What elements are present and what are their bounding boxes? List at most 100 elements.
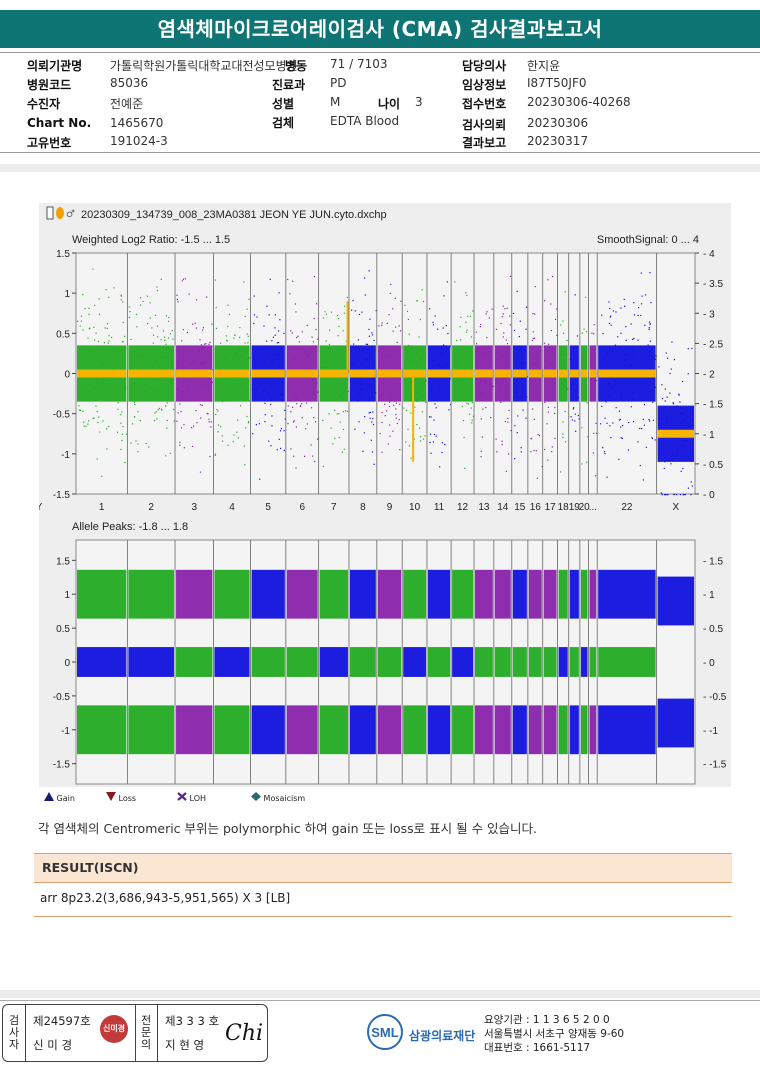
log2-point [455, 365, 457, 367]
log2-point [537, 365, 539, 368]
log2-point [415, 361, 417, 363]
cma-chart-svg: ♂ 20230309_134739_008_23MA0381 JEON YE J… [39, 206, 727, 785]
log2-point [346, 296, 349, 299]
log2-point [389, 435, 391, 437]
footer-band [0, 990, 760, 998]
log2-point [259, 478, 261, 480]
log2-point [306, 355, 309, 357]
log2-point [372, 411, 374, 413]
log2-point [232, 377, 235, 379]
log2-point [239, 349, 241, 351]
log2-point [247, 342, 249, 344]
log2-point [199, 339, 201, 341]
log2-point [439, 383, 441, 386]
log2-point [479, 323, 482, 326]
log2-point [195, 299, 198, 301]
log2-point [388, 405, 391, 408]
log2-point [476, 378, 478, 380]
log2-point [581, 357, 583, 360]
log2-point [82, 294, 84, 296]
log2-point [361, 383, 363, 386]
log2-point [165, 315, 168, 317]
smooth-signal [349, 369, 376, 378]
log2-point [278, 438, 280, 440]
log2-point [177, 362, 179, 364]
log2-point [517, 415, 519, 417]
log2-point [543, 342, 546, 344]
log2-point [643, 404, 646, 406]
log2-point [593, 393, 595, 395]
y2-tick-label: - 0 [703, 490, 715, 501]
log2-point [410, 412, 412, 414]
log2-point [146, 322, 149, 325]
log2-point [390, 394, 392, 396]
log2-point [683, 420, 685, 422]
x-tick-label: 18 [558, 502, 570, 513]
log2-point [529, 353, 531, 355]
log2-point [449, 345, 452, 347]
log2-point [547, 406, 549, 409]
log2-point [315, 303, 318, 305]
log2-point [454, 281, 456, 283]
log2-point [437, 328, 439, 330]
log2-point [608, 322, 610, 325]
log2-point [581, 427, 583, 429]
log2-point [271, 368, 273, 370]
allele-band [452, 705, 474, 755]
log2-point [88, 307, 90, 309]
log2-point [612, 310, 614, 312]
divider [0, 152, 760, 153]
log2-point [113, 287, 115, 289]
allele-band [528, 569, 542, 619]
log2-point [593, 324, 595, 326]
log2-point [252, 433, 254, 435]
log2-point [359, 378, 361, 380]
smooth-signal [528, 369, 542, 378]
log2-point [648, 321, 651, 323]
log2-point [165, 405, 167, 407]
log2-point [610, 324, 612, 326]
log2-point [441, 442, 443, 444]
log2-point [281, 381, 284, 384]
doctor-signature: Chi [225, 1021, 264, 1046]
log2-point [680, 470, 682, 472]
log2-point [279, 319, 281, 321]
log2-point [587, 436, 589, 438]
legend-label: Gain [56, 794, 75, 803]
log2-point [382, 394, 384, 396]
log2-point [214, 279, 217, 281]
log2-point [405, 441, 407, 443]
log2-point [120, 414, 122, 416]
log2-point [418, 336, 420, 338]
log2-point [224, 357, 226, 359]
log2-point [661, 398, 664, 400]
smooth-signal [319, 369, 348, 378]
log2-point [154, 412, 156, 414]
log2-point [649, 272, 651, 274]
log2-point [298, 348, 301, 350]
log2-point [609, 307, 611, 310]
log2-point [344, 410, 347, 412]
log2-point [215, 413, 217, 416]
log2-point [495, 328, 498, 330]
log2-point [264, 402, 266, 404]
log2-point [501, 440, 503, 442]
log2-point [502, 305, 504, 307]
log2-point [334, 437, 336, 440]
log2-point [176, 420, 178, 422]
log2-point [507, 421, 509, 423]
log2-point [116, 347, 118, 349]
log2-point [145, 442, 147, 445]
log2-point [593, 398, 595, 400]
log2-point [82, 410, 84, 412]
log2-point [97, 421, 99, 424]
log2-point [537, 349, 539, 351]
log2-point [202, 327, 205, 329]
log2-point [590, 378, 592, 380]
log2-point [439, 364, 441, 366]
log2-point [290, 380, 292, 382]
log2-point [573, 407, 575, 409]
log2-point [106, 428, 108, 430]
smooth-signal [176, 369, 213, 378]
log2-point [425, 380, 427, 382]
